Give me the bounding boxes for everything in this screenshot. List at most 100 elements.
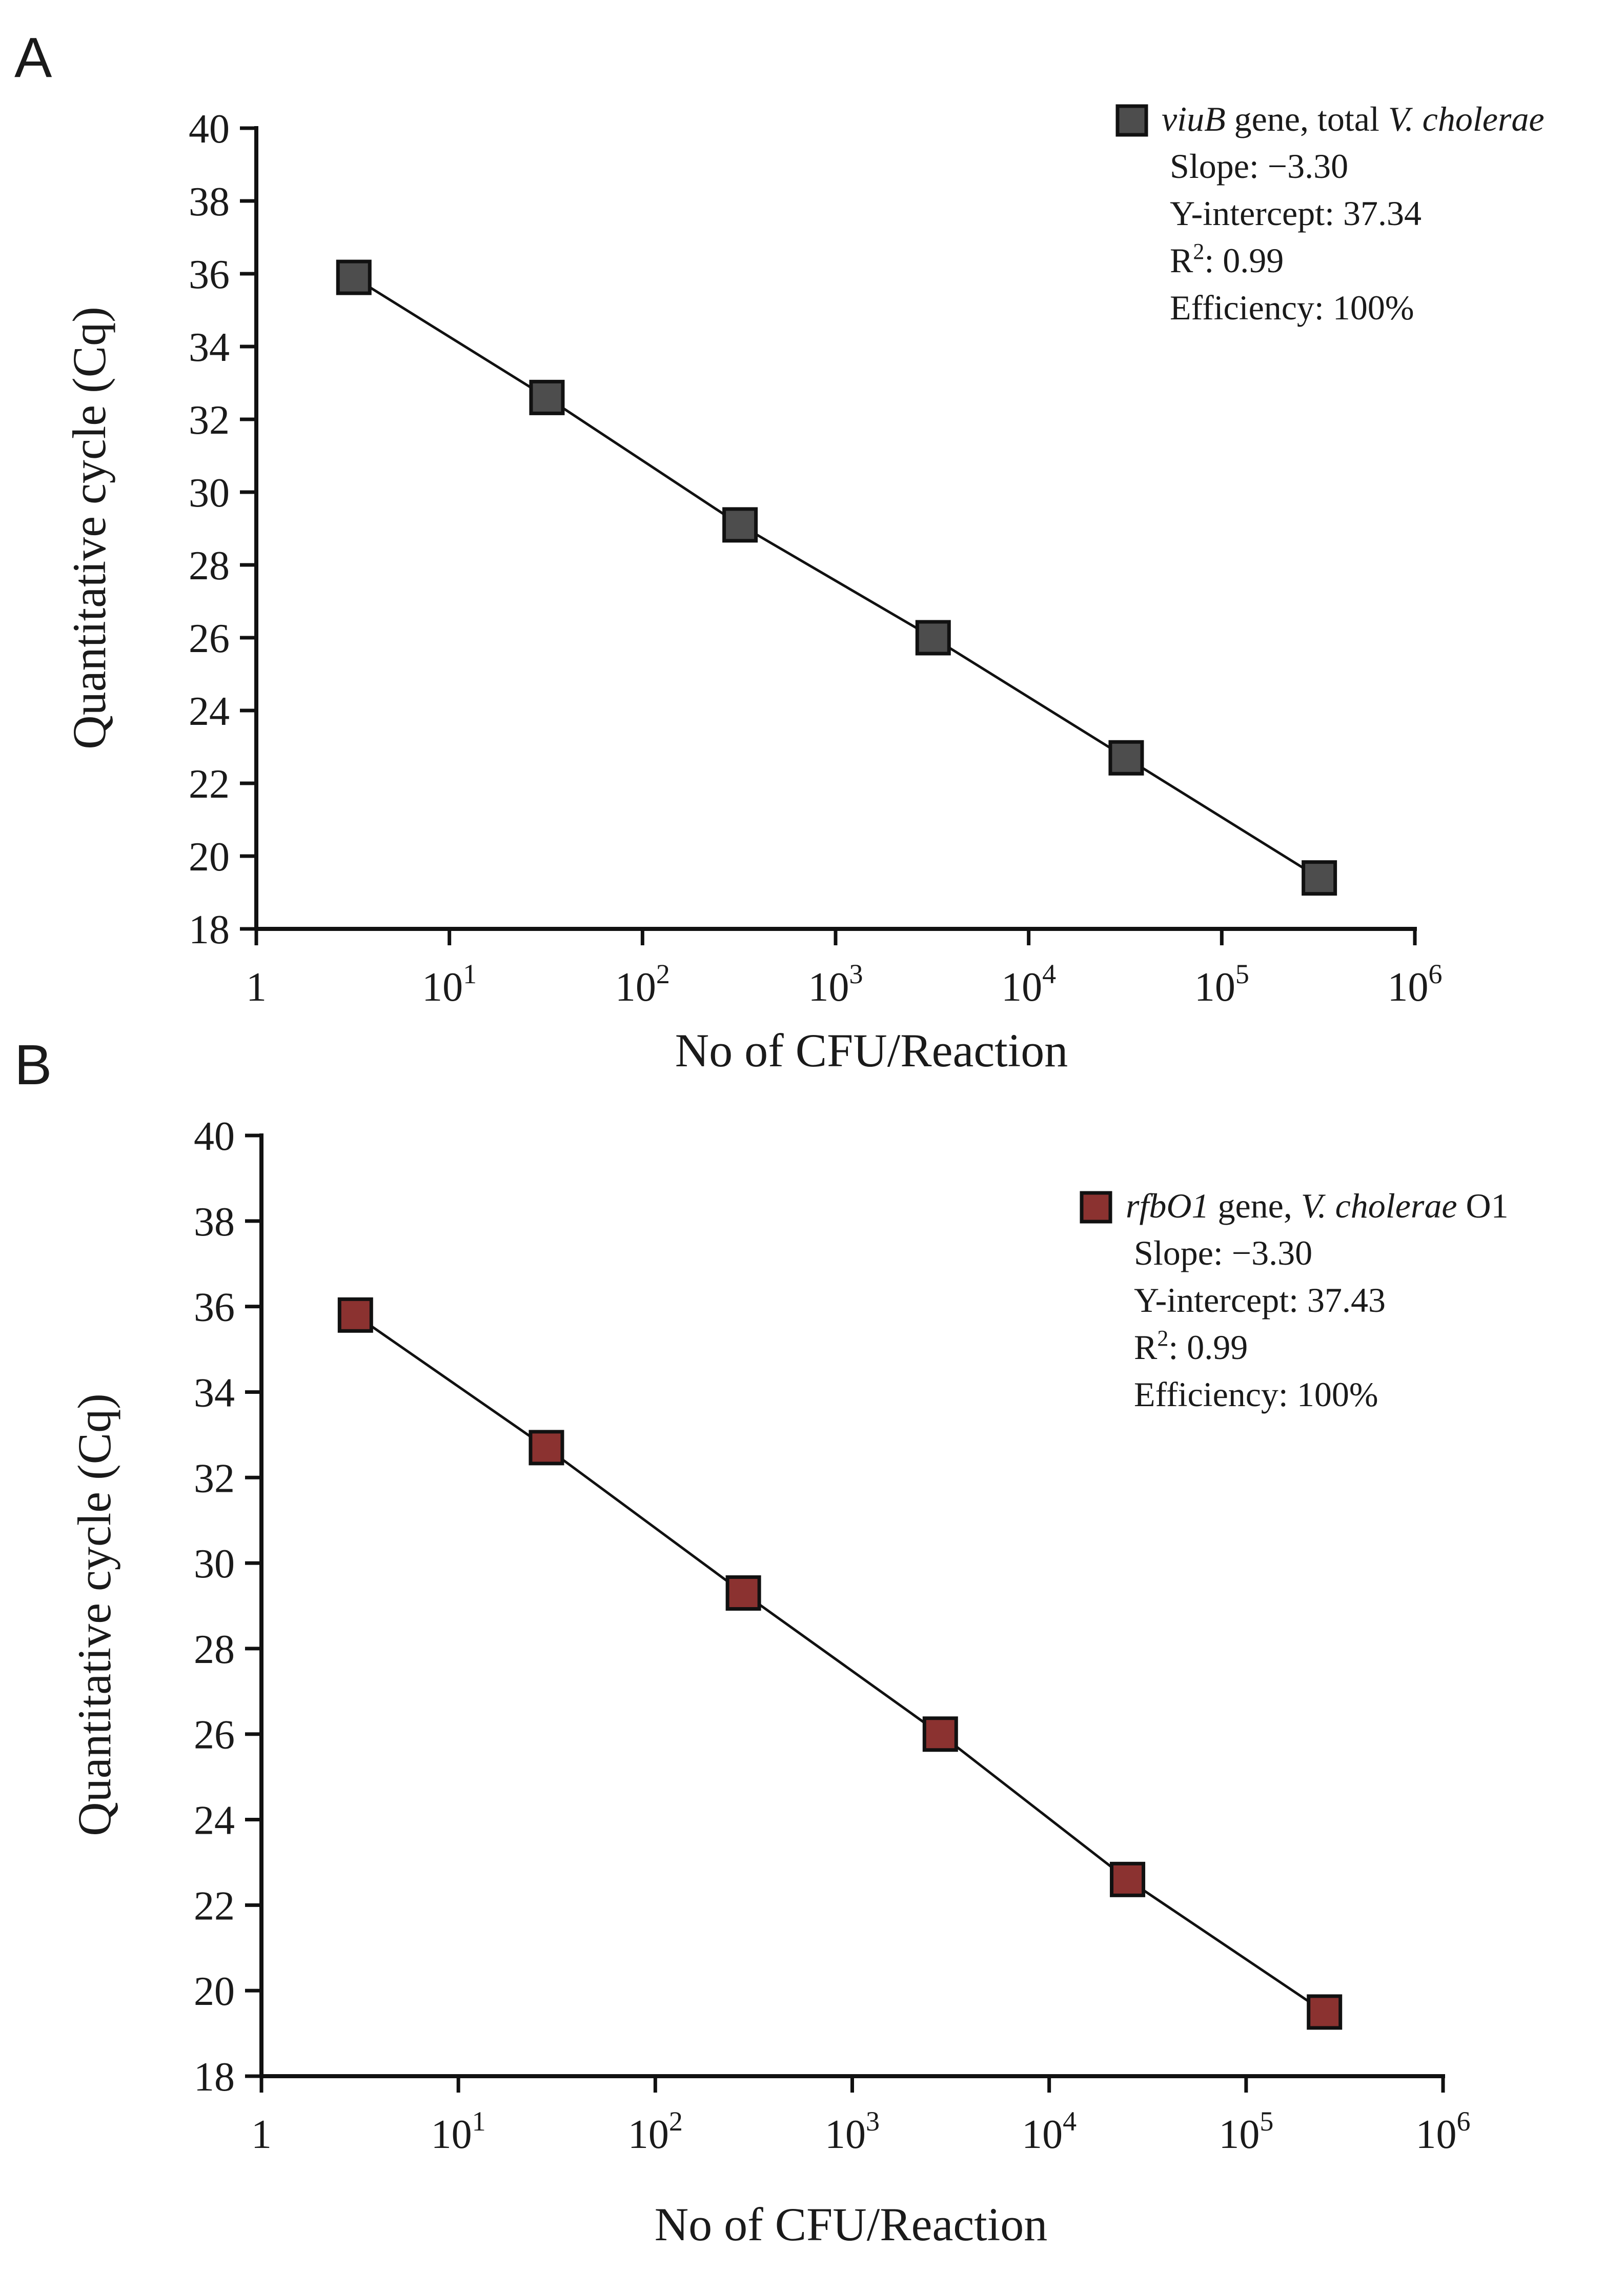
x-tick-base: 10	[1022, 2112, 1063, 2157]
legend-stat-value: : 0.99	[1168, 1328, 1248, 1367]
y-tick-label: 24	[194, 1798, 235, 1843]
x-tick-base: 10	[628, 2112, 669, 2157]
legend-stat-label: Y-intercept:	[1134, 1281, 1307, 1320]
y-tick-label: 40	[189, 107, 230, 152]
x-axis-title: No of CFU/Reaction	[675, 1024, 1068, 1077]
legend-stat-value: 100%	[1297, 1375, 1378, 1414]
y-tick-label: 30	[194, 1541, 235, 1587]
y-tick-label: 22	[194, 1883, 235, 1929]
legend-stat-label: Slope:	[1170, 147, 1268, 186]
data-point-marker	[1108, 740, 1144, 776]
x-tick-label: 101	[422, 959, 477, 1010]
legend-title-part: viuB	[1162, 99, 1226, 138]
data-point-marker	[725, 1575, 761, 1611]
x-tick-base: 10	[1388, 965, 1429, 1010]
x-tick-label: 1	[251, 2112, 272, 2157]
x-tick-base: 10	[825, 2112, 866, 2157]
y-tick-label: 32	[194, 1456, 235, 1501]
y-tick-label: 30	[189, 471, 230, 516]
data-point-marker	[337, 1297, 373, 1333]
y-tick-label: 28	[194, 1627, 235, 1672]
legend-stat: Efficiency: 100%	[1134, 1375, 1378, 1414]
x-tick-label: 106	[1416, 2106, 1471, 2157]
x-tick-base: 1	[246, 965, 267, 1010]
y-tick-label: 26	[189, 616, 230, 661]
legend-stat-value: 37.43	[1307, 1281, 1386, 1320]
x-tick-base: 10	[1194, 965, 1235, 1010]
legend-title: rfbO1 gene, V. cholerae O1	[1126, 1186, 1509, 1225]
series-line	[353, 276, 1320, 879]
legend-marker	[1080, 1191, 1112, 1224]
legend-stat: Slope: −3.30	[1170, 147, 1348, 186]
data-point-marker	[336, 259, 372, 295]
panel-label: B	[14, 1033, 52, 1097]
legend-title: viuB gene, total V. cholerae	[1162, 99, 1545, 138]
x-tick-base: 1	[251, 2112, 272, 2157]
x-axis-title: No of CFU/Reaction	[655, 2198, 1048, 2250]
x-tick-base: 10	[808, 965, 849, 1010]
x-tick-label: 103	[825, 2106, 880, 2157]
x-tick-label: 104	[1001, 959, 1056, 1010]
data-point-marker	[1302, 860, 1337, 896]
legend-stat-value: −3.30	[1268, 147, 1348, 186]
legend: rfbO1 gene, V. cholerae O1 Slope: −3.30 Y-…	[1080, 1186, 1509, 1414]
legend-stat: R2: 0.99	[1134, 1326, 1248, 1367]
legend-stat: Y-intercept: 37.34	[1170, 194, 1422, 233]
x-tick-label: 101	[431, 2106, 486, 2157]
legend-stat-value: 37.34	[1343, 194, 1422, 233]
legend-marker	[1115, 104, 1148, 137]
legend-title-part: V. cholerae	[1301, 1186, 1457, 1225]
y-tick-label: 28	[189, 543, 230, 589]
y-tick-label: 26	[194, 1713, 235, 1758]
x-tick-base: 10	[615, 965, 656, 1010]
y-tick-label: 22	[189, 762, 230, 807]
x-tick-exponent: 4	[1063, 2106, 1077, 2137]
legend-stat-value: 100%	[1333, 288, 1414, 327]
x-tick-label: 105	[1219, 2106, 1273, 2157]
legend-title-part: O1	[1457, 1186, 1509, 1225]
x-tick-base: 10	[431, 2112, 472, 2157]
y-tick-label: 38	[189, 179, 230, 225]
legend-title-part: rfbO1	[1126, 1186, 1209, 1225]
legend-stat-superscript: 2	[1157, 1326, 1168, 1351]
y-tick-label: 38	[194, 1200, 235, 1245]
data-point-marker	[922, 1716, 958, 1752]
data-point-marker	[915, 620, 951, 656]
x-tick-label: 105	[1194, 959, 1249, 1010]
y-tick-label: 34	[194, 1370, 235, 1415]
x-tick-base: 10	[1416, 2112, 1457, 2157]
legend: viuB gene, total V. cholerae Slope: −3.30…	[1115, 99, 1545, 327]
x-tick-label: 103	[808, 959, 863, 1010]
y-axis-title: Quantitative cycle (Cq)	[63, 307, 115, 749]
legend-stat: Efficiency: 100%	[1170, 288, 1414, 327]
data-point-marker	[1307, 1994, 1343, 2030]
y-tick-label: 18	[194, 2055, 235, 2100]
x-tick-label: 106	[1388, 959, 1443, 1010]
x-tick-exponent: 6	[1429, 959, 1443, 989]
legend-stat-label: Efficiency:	[1134, 1375, 1297, 1414]
series-line	[354, 1314, 1326, 2013]
y-tick-label: 36	[189, 252, 230, 297]
legend-stat-value: : 0.99	[1204, 241, 1284, 280]
y-tick-label: 18	[189, 907, 230, 952]
data-point-marker	[529, 379, 565, 415]
x-tick-exponent: 1	[463, 959, 477, 989]
legend-stat: Y-intercept: 37.43	[1134, 1281, 1386, 1320]
legend-stat-superscript: 2	[1193, 239, 1204, 264]
legend-stat-label: Slope:	[1134, 1233, 1232, 1272]
legend-stat-value: −3.30	[1232, 1233, 1312, 1272]
legend-stat-label: Y-intercept:	[1170, 194, 1343, 233]
data-point-marker	[722, 507, 758, 543]
x-tick-exponent: 2	[669, 2106, 683, 2137]
x-tick-label: 102	[615, 959, 670, 1010]
x-tick-exponent: 3	[866, 2106, 880, 2137]
x-tick-exponent: 2	[656, 959, 670, 989]
x-tick-exponent: 3	[849, 959, 863, 989]
x-tick-exponent: 5	[1235, 959, 1249, 989]
x-tick-label: 102	[628, 2106, 683, 2157]
legend-title-part: gene,	[1209, 1186, 1301, 1225]
data-point-marker	[529, 1430, 564, 1466]
legend-title-part: V. cholerae	[1388, 99, 1545, 138]
